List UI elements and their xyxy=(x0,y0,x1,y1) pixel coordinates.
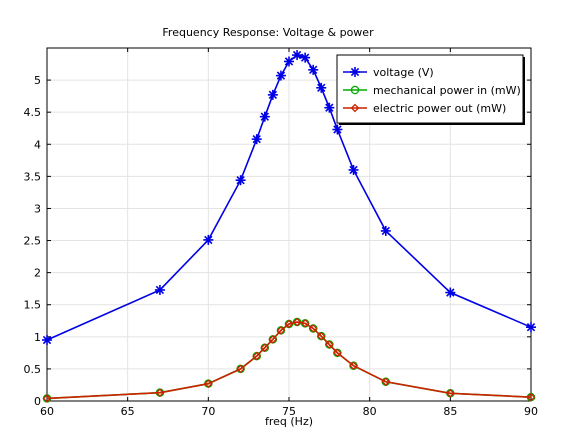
data-point xyxy=(267,89,278,100)
series-layer xyxy=(42,50,536,403)
data-point xyxy=(260,343,270,353)
data-point xyxy=(380,225,391,236)
data-point xyxy=(308,64,319,75)
y-tick-label: 4.5 xyxy=(24,106,42,119)
y-tick-label: 0 xyxy=(34,395,41,408)
data-point xyxy=(348,164,359,175)
data-point xyxy=(446,388,455,398)
x-tick-label: 90 xyxy=(524,405,538,418)
data-point-stroke xyxy=(309,65,318,74)
x-tick-label: 70 xyxy=(201,405,215,418)
legend-label: mechanical power in (mW) xyxy=(373,84,521,97)
data-point-stroke xyxy=(260,112,269,121)
chart-title: Frequency Response: Voltage & power xyxy=(162,26,374,39)
legend-swatch-marker-stroke xyxy=(350,67,360,77)
legend-box xyxy=(336,54,524,124)
data-point-stroke xyxy=(526,323,536,332)
data-point-stroke xyxy=(325,103,334,112)
data-point xyxy=(292,317,302,327)
x-axis-label: freq (Hz) xyxy=(265,415,313,428)
data-point xyxy=(324,102,335,113)
legend-swatch-marker xyxy=(350,103,360,113)
x-tick-label: 80 xyxy=(363,405,377,418)
data-point-stroke xyxy=(292,50,302,60)
data-point xyxy=(300,52,311,63)
data-point-stroke xyxy=(276,71,286,80)
y-tick-label: 2.5 xyxy=(24,235,42,248)
data-point xyxy=(236,364,245,374)
data-point xyxy=(259,111,270,122)
y-tick-label: 3.5 xyxy=(24,170,42,183)
data-point xyxy=(42,394,52,403)
data-point-stroke xyxy=(252,134,261,144)
data-point xyxy=(292,50,303,61)
data-point xyxy=(42,335,52,346)
data-point-stroke xyxy=(236,176,245,185)
y-tick-label: 1 xyxy=(34,331,41,344)
y-tick-label: 5 xyxy=(34,74,41,87)
data-point xyxy=(316,331,326,341)
legend-label: voltage (V) xyxy=(373,66,434,79)
data-point xyxy=(235,175,246,186)
data-point-stroke xyxy=(381,226,390,236)
data-point xyxy=(300,319,310,328)
data-point xyxy=(333,348,342,358)
data-point xyxy=(325,340,334,349)
y-tick-label: 2 xyxy=(34,267,41,280)
data-point-stroke xyxy=(155,285,165,295)
data-point xyxy=(381,377,391,387)
x-tick-label: 65 xyxy=(121,405,135,418)
y-tick-label: 4 xyxy=(34,138,41,151)
axes: 60 65 70 75 80 85 90 0 0.5 1 1.5 2 2.5 3 3.5 4 4.5 5 xyxy=(24,47,538,418)
data-point-stroke xyxy=(268,90,278,100)
series-line xyxy=(46,321,532,400)
series-0 xyxy=(42,50,536,346)
data-point xyxy=(308,324,318,333)
data-point xyxy=(268,335,278,344)
legend-swatch-marker xyxy=(350,85,360,95)
data-point xyxy=(445,287,456,298)
data-point xyxy=(276,326,286,335)
data-point xyxy=(275,70,286,81)
series-2 xyxy=(42,317,536,403)
data-point-stroke xyxy=(333,125,342,134)
legend: voltage (V) mechanical power in (mW) elect… xyxy=(336,54,525,125)
data-point xyxy=(204,379,213,388)
legend-swatch-marker xyxy=(350,67,360,77)
y-tick-label: 1.5 xyxy=(24,299,42,312)
y-tick-label: 3 xyxy=(34,202,41,215)
x-tick-label: 85 xyxy=(443,405,457,418)
data-point-stroke xyxy=(300,53,310,62)
data-point-stroke xyxy=(284,57,294,66)
data-point xyxy=(284,319,294,329)
data-point xyxy=(316,82,327,93)
data-point-stroke xyxy=(42,335,52,345)
x-tick-label: 75 xyxy=(282,405,296,418)
data-point-stroke xyxy=(204,235,213,245)
x-tick-label: 60 xyxy=(40,405,54,418)
data-point xyxy=(251,134,262,145)
data-point xyxy=(252,351,262,361)
data-point xyxy=(526,392,536,402)
data-point xyxy=(203,234,214,245)
data-point xyxy=(349,361,358,371)
data-point-stroke xyxy=(446,288,455,297)
legend-label: electric power out (mW) xyxy=(373,102,506,115)
data-point xyxy=(526,322,536,333)
y-tick-label: 0.5 xyxy=(24,363,42,376)
data-point xyxy=(155,388,165,397)
data-point xyxy=(332,124,343,135)
data-point-stroke xyxy=(349,165,358,175)
data-point-stroke xyxy=(317,83,326,92)
data-point xyxy=(154,284,165,295)
data-point xyxy=(284,56,294,67)
